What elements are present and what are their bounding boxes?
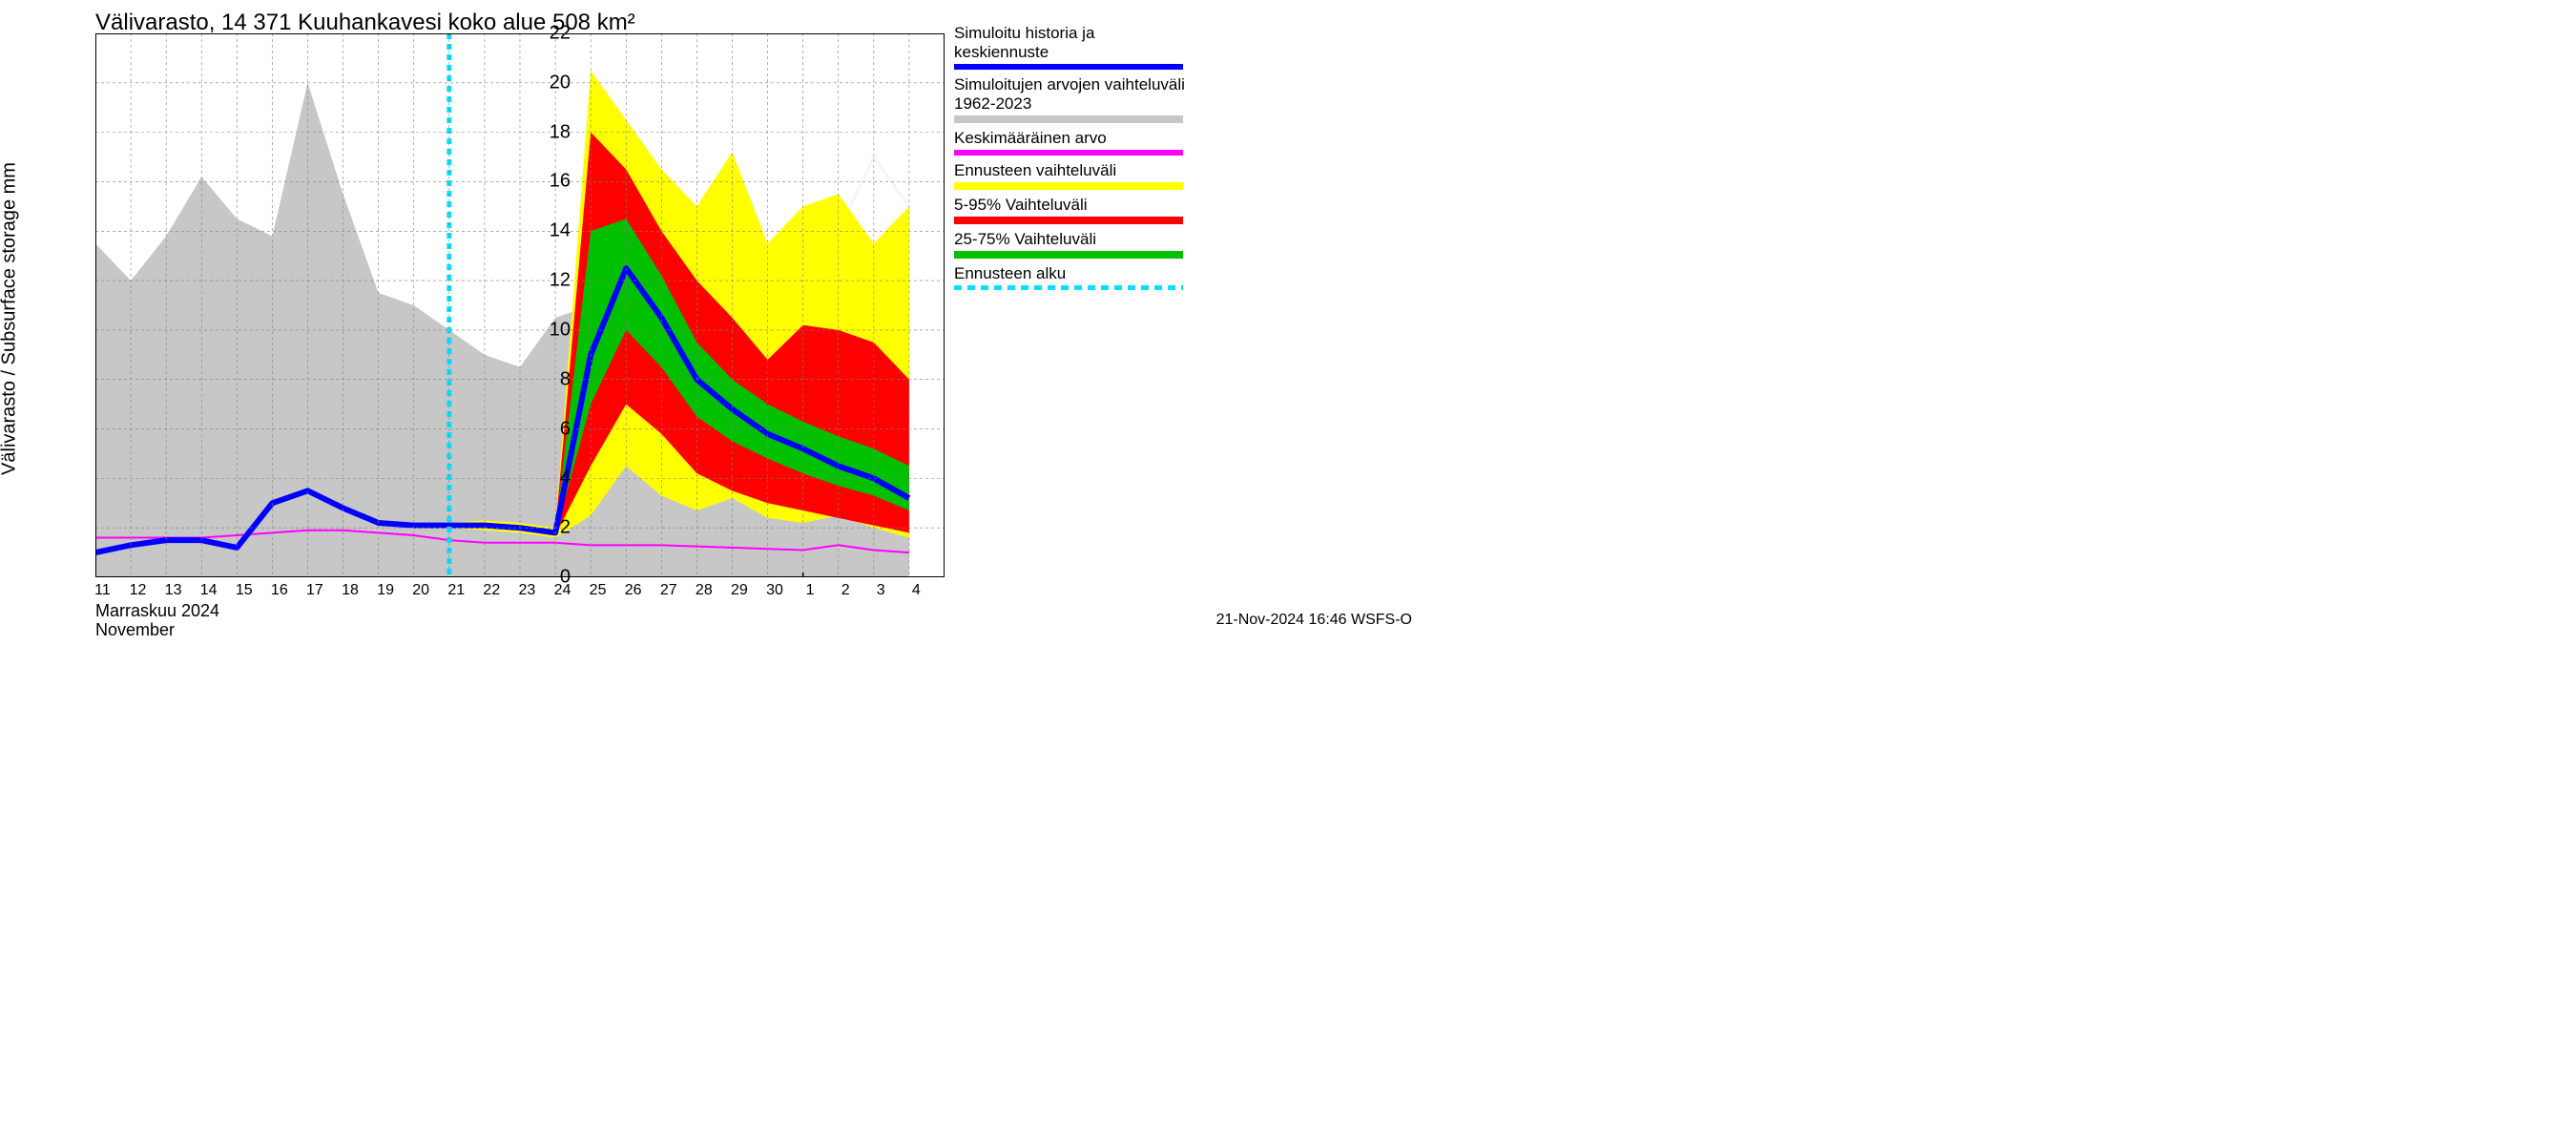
- x-tick-label: 1: [806, 582, 815, 599]
- legend-item: Ennusteen vaihteluväli: [954, 161, 1193, 190]
- x-tick-label: 16: [271, 582, 288, 599]
- y-tick-label: 16: [550, 171, 571, 193]
- legend-item: 5-95% Vaihteluväli: [954, 196, 1193, 224]
- legend-label: 25-75% Vaihteluväli: [954, 230, 1193, 249]
- legend-item: 25-75% Vaihteluväli: [954, 230, 1193, 259]
- x-tick-label: 15: [236, 582, 253, 599]
- x-tick-label: 20: [412, 582, 429, 599]
- x-tick-label: 26: [625, 582, 642, 599]
- y-tick-label: 2: [560, 517, 571, 539]
- x-tick-label: 21: [447, 582, 465, 599]
- legend-item: Simuloitu historia ja keskiennuste: [954, 24, 1193, 70]
- x-tick-label: 25: [590, 582, 607, 599]
- y-tick-label: 22: [550, 23, 571, 45]
- x-tick-label: 11: [94, 582, 111, 599]
- x-tick-label: 4: [912, 582, 921, 599]
- y-tick-label: 12: [550, 270, 571, 292]
- x-tick-label: 17: [306, 582, 323, 599]
- x-tick-label: 2: [841, 582, 850, 599]
- x-tick-label: 12: [130, 582, 147, 599]
- x-tick-label: 14: [200, 582, 218, 599]
- x-tick-label: 27: [660, 582, 677, 599]
- legend-swatch: [954, 182, 1183, 190]
- y-tick-label: 18: [550, 121, 571, 143]
- x-month-label-2: November: [95, 620, 175, 640]
- x-tick-label: 24: [554, 582, 571, 599]
- legend-swatch: [954, 217, 1183, 224]
- legend-item: Simuloitujen arvojen vaihteluväli 1962-2…: [954, 75, 1193, 123]
- x-tick-label: 30: [766, 582, 783, 599]
- y-tick-label: 14: [550, 220, 571, 242]
- legend-label: Simuloitujen arvojen vaihteluväli 1962-2…: [954, 75, 1193, 114]
- y-tick-label: 4: [560, 468, 571, 489]
- legend-label: 5-95% Vaihteluväli: [954, 196, 1193, 215]
- legend-label: Simuloitu historia ja keskiennuste: [954, 24, 1193, 62]
- chart-svg: [95, 33, 945, 577]
- legend-label: Keskimääräinen arvo: [954, 129, 1193, 148]
- y-tick-label: 10: [550, 319, 571, 341]
- y-tick-label: 6: [560, 418, 571, 440]
- x-tick-label: 3: [877, 582, 885, 599]
- legend-swatch: [954, 285, 1183, 290]
- y-axis-label: Välivarasto / Subsurface storage mm: [0, 162, 21, 475]
- legend-label: Ennusteen vaihteluväli: [954, 161, 1193, 180]
- legend-item: Keskimääräinen arvo: [954, 129, 1193, 156]
- legend: Simuloitu historia ja keskiennuste Simulo…: [954, 24, 1193, 296]
- legend-swatch: [954, 64, 1183, 70]
- x-tick-label: 28: [696, 582, 713, 599]
- x-month-label-1: Marraskuu 2024: [95, 601, 219, 621]
- y-tick-label: 8: [560, 368, 571, 390]
- legend-swatch: [954, 115, 1183, 123]
- legend-swatch: [954, 251, 1183, 259]
- chart-container: Välivarasto / Subsurface storage mm Väli…: [0, 0, 1431, 636]
- x-tick-label: 22: [483, 582, 500, 599]
- footer-timestamp: 21-Nov-2024 16:46 WSFS-O: [1216, 612, 1412, 629]
- x-tick-label: 18: [342, 582, 359, 599]
- x-tick-label: 29: [731, 582, 748, 599]
- legend-item: Ennusteen alku: [954, 264, 1193, 290]
- x-tick-label: 19: [377, 582, 394, 599]
- legend-label: Ennusteen alku: [954, 264, 1193, 283]
- y-tick-label: 20: [550, 72, 571, 94]
- plot-area: [95, 33, 945, 577]
- x-tick-label: 13: [165, 582, 182, 599]
- x-tick-label: 23: [519, 582, 536, 599]
- legend-swatch: [954, 150, 1183, 156]
